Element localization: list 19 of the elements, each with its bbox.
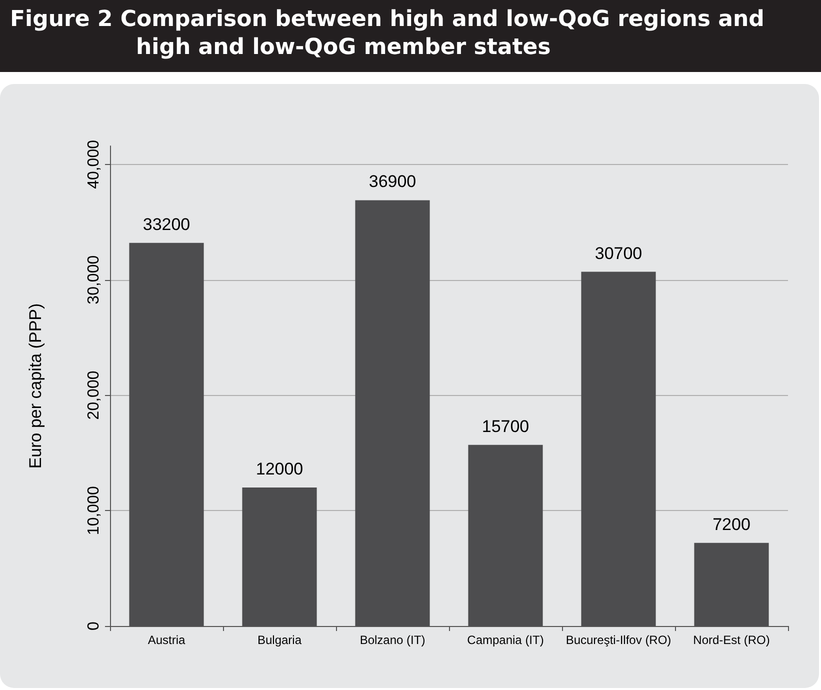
data-label: 15700 <box>482 416 530 436</box>
y-tick-label: 20,000 <box>86 370 102 420</box>
data-label: 36900 <box>368 172 416 192</box>
x-tick-label: Bucureşti-Ilfov (RO) <box>566 633 672 647</box>
y-tick-label: 10,000 <box>86 486 102 536</box>
data-label: 12000 <box>256 460 304 479</box>
x-tick-label: Austria <box>148 633 186 647</box>
data-label: 30700 <box>594 244 642 263</box>
data-label: 33200 <box>142 214 190 234</box>
x-tick-label: Bolzano (IT) <box>360 633 426 647</box>
y-tick-label: 30,000 <box>86 255 102 304</box>
x-tick-label: Campania (IT) <box>467 633 544 647</box>
y-tick-label: 40,000 <box>86 140 102 189</box>
data-label: 7200 <box>712 514 750 534</box>
x-tick-label: Bulgaria <box>257 633 302 647</box>
y-tick-label: 0 <box>86 621 102 630</box>
x-tick-label: Nord-Est (RO) <box>693 633 770 647</box>
chart-title: Figure 2 Comparison between high and low-QoG regions and high and low-QoG member states <box>0 0 821 72</box>
y-axis-title: Euro per capita (PPP) <box>26 303 45 469</box>
